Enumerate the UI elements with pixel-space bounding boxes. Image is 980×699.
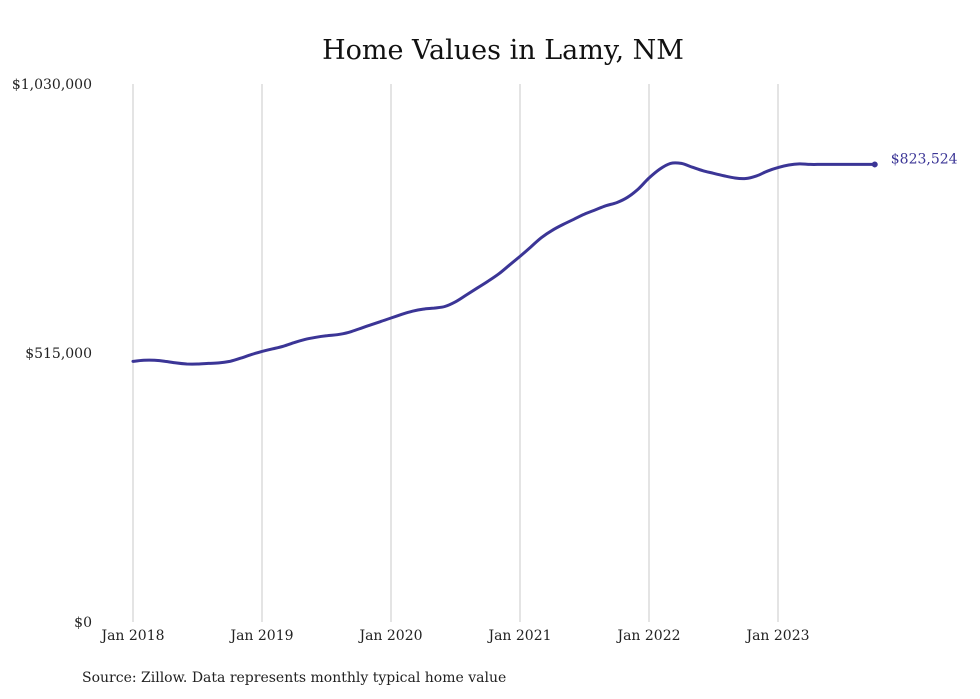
- x-tick-label: Jan 2018: [99, 628, 164, 644]
- chart-title: Home Values in Lamy, NM: [322, 35, 684, 66]
- series-end-point: [871, 161, 878, 168]
- series-line-home-values: [131, 161, 877, 366]
- x-axis-ticks: Jan 2018 Jan 2019 Jan 2020 Jan 2021 Jan 2022…: [99, 628, 809, 644]
- y-axis-ticks: $1,030,000 $515,000 $0: [12, 77, 92, 631]
- y-tick-label: $0: [74, 615, 92, 631]
- x-tick-label: Jan 2019: [228, 628, 293, 644]
- end-value-label: $823,524: [891, 151, 958, 167]
- footer-source-note: Source: Zillow. Data represents monthly …: [82, 670, 506, 686]
- gridlines: [132, 84, 779, 622]
- y-tick-label: $1,030,000: [12, 77, 92, 93]
- x-tick-label: Jan 2023: [744, 628, 809, 644]
- x-tick-label: Jan 2021: [486, 628, 551, 644]
- x-tick-label: Jan 2020: [357, 628, 422, 644]
- x-tick-label: Jan 2022: [615, 628, 680, 644]
- y-tick-label: $515,000: [25, 346, 92, 362]
